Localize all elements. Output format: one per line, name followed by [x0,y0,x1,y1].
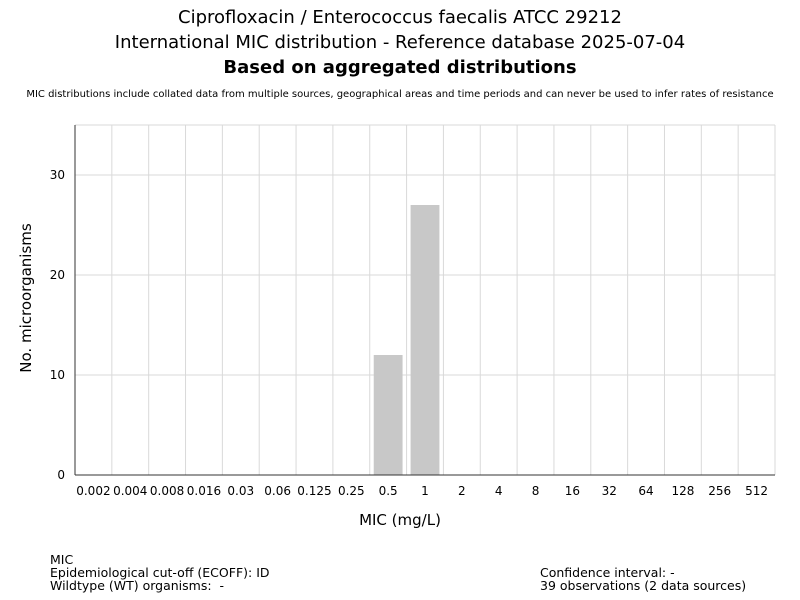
x-tick-label: 0.03 [227,484,254,498]
x-tick-label: 4 [495,484,503,498]
y-tick-label: 20 [50,268,65,282]
x-tick-label: 0.125 [297,484,331,498]
x-tick-label: 64 [638,484,653,498]
x-tick-label: 16 [565,484,580,498]
chart-title-line1: Ciprofloxacin / Enterococcus faecalis AT… [178,7,622,28]
x-tick-label: 0.008 [150,484,184,498]
x-tick-label: 2 [458,484,466,498]
x-tick-label: 256 [708,484,731,498]
x-tick-label: 32 [602,484,617,498]
footer-mic-label: MIC [50,552,74,567]
x-tick-label: 0.016 [187,484,221,498]
axis-layer: 0 10 20 30 0.002 0.004 0.008 0.016 0.03 0.06 0.125… [50,125,775,498]
x-tick-label: 0.06 [264,484,291,498]
x-tick-label: 0.5 [379,484,398,498]
label-layer: MIC (mg/L) No. microorganisms [17,223,441,529]
chart-subtitle: MIC distributions include collated data … [26,89,774,100]
bar-1 [410,205,440,475]
grid-layer [74,124,776,476]
x-axis-label: MIC (mg/L) [359,511,441,529]
x-tick-label: 0.002 [76,484,110,498]
y-tick-label: 0 [57,468,65,482]
x-tick-label: 0.25 [338,484,365,498]
bar-layer [373,205,440,475]
bar-0.5 [373,355,403,475]
footer-confidence-interval: Confidence interval: - [540,565,675,580]
x-tick-label: 8 [532,484,540,498]
y-tick-label: 10 [50,368,65,382]
x-tick-label: 0.004 [113,484,147,498]
footer-wildtype: Wildtype (WT) organisms: - [50,578,225,593]
chart-title-line3: Based on aggregated distributions [223,57,577,78]
y-tick-label: 30 [50,168,65,182]
footer-observations: 39 observations (2 data sources) [540,578,747,593]
x-tick-label: 1 [421,484,429,498]
x-tick-label: 512 [745,484,768,498]
chart-title-line2: International MIC distribution - Referen… [114,32,686,53]
y-axis-label: No. microorganisms [17,223,35,373]
x-tick-label: 128 [671,484,694,498]
footer-ecoff: Epidemiological cut-off (ECOFF): ID [50,565,270,580]
